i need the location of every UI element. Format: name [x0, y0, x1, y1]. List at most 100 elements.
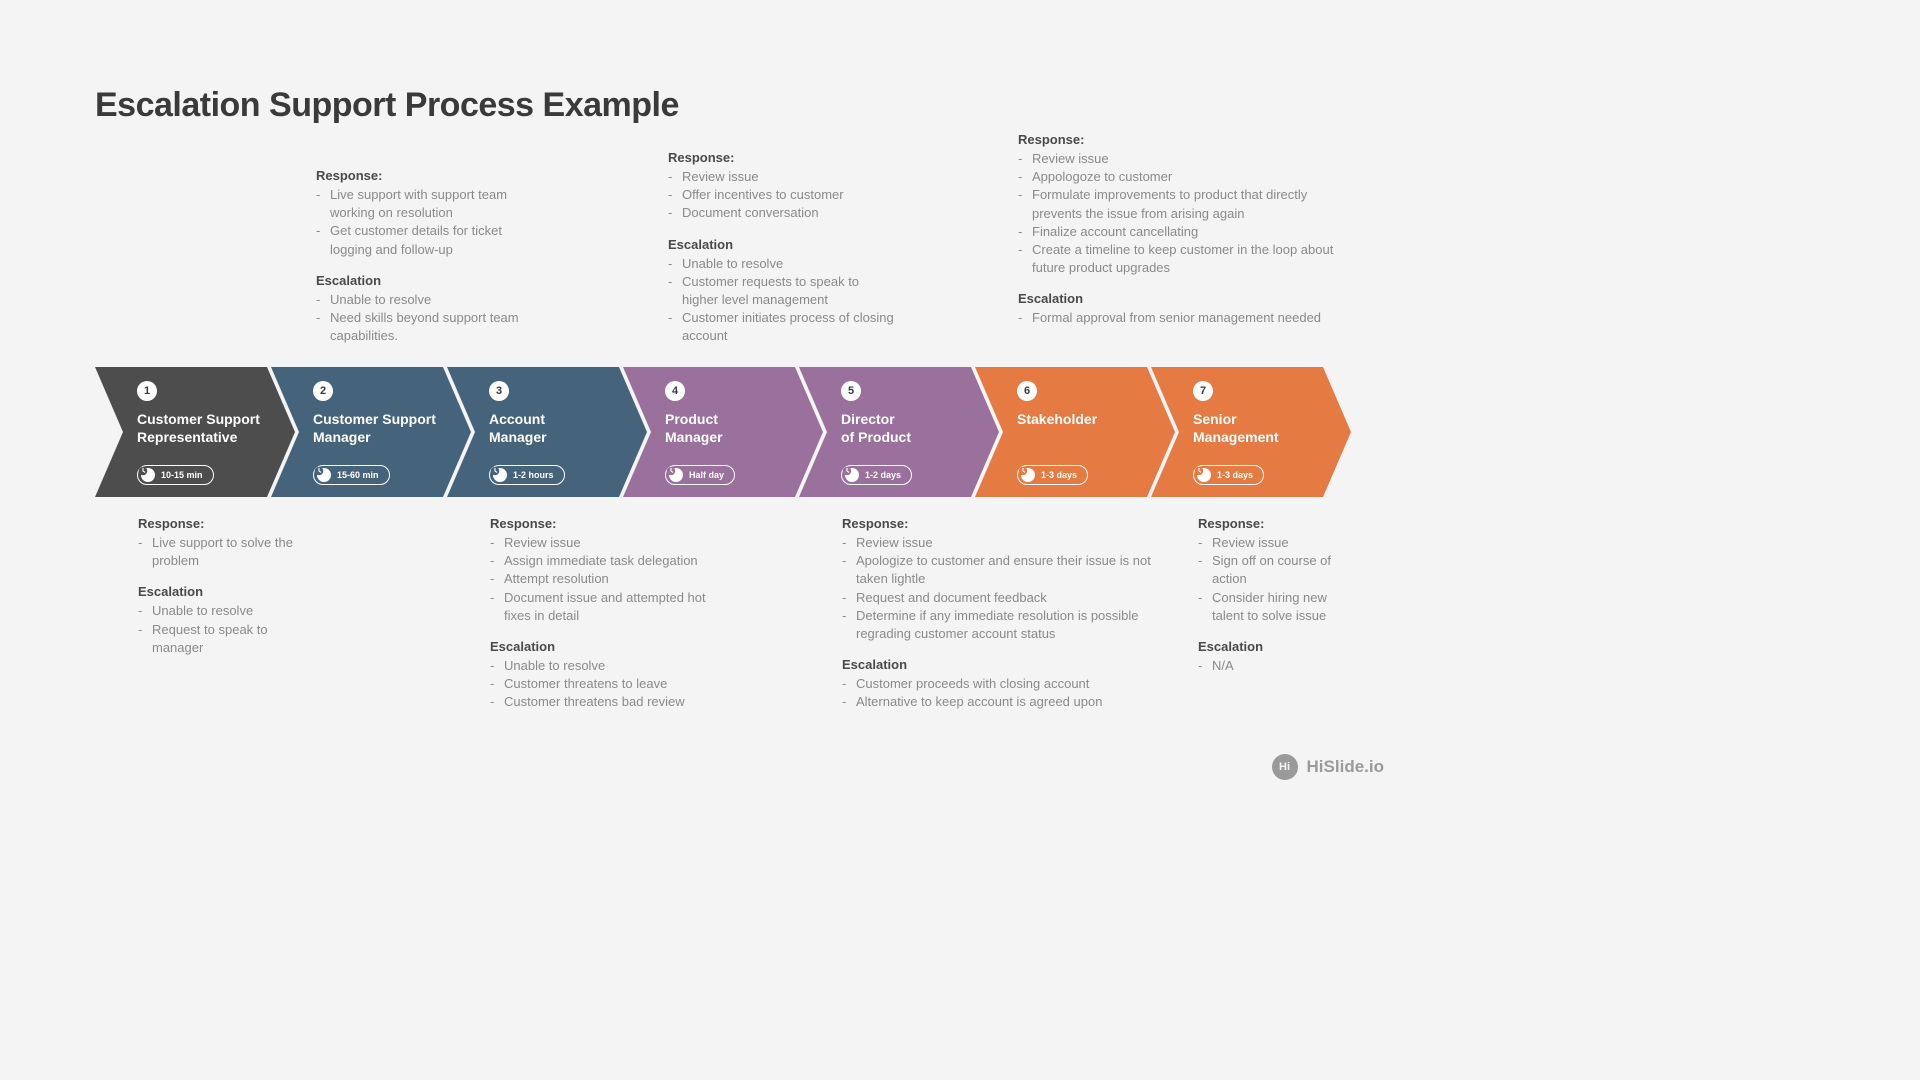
step-chevron-2: 2 Customer Support Manager 15-60 min: [271, 367, 471, 497]
step-chevron-7: 7 Senior Management 1-3 days: [1151, 367, 1351, 497]
time-pill: 1-2 days: [841, 465, 912, 485]
response-item: Sign off on course of action: [1198, 552, 1358, 588]
response-item: Attempt resolution: [490, 570, 720, 588]
time-label: 1-3 days: [1041, 470, 1077, 480]
escalation-item: Customer threatens to leave: [490, 675, 720, 693]
response-item: Live support with support team working o…: [316, 186, 546, 222]
attribution-badge: Hi: [1272, 754, 1298, 780]
clock-icon: [493, 468, 507, 482]
escalation-heading: Escalation: [842, 657, 1152, 672]
time-label: 1-2 days: [865, 470, 901, 480]
page-title: Escalation Support Process Example: [95, 86, 679, 125]
step-title: Account Manager: [489, 411, 639, 446]
time-pill: 15-60 min: [313, 465, 390, 485]
response-heading: Response:: [1018, 132, 1348, 147]
escalation-item: Customer proceeds with closing account: [842, 675, 1152, 693]
response-item: Review issue: [1198, 534, 1358, 552]
escalation-list: Customer proceeds with closing accountAl…: [842, 675, 1152, 711]
step-details-7: Response: Review issueSign off on course…: [1198, 516, 1358, 675]
step-chevron-5: 5 Director of Product 1-2 days: [799, 367, 999, 497]
response-item: Apologize to customer and ensure their i…: [842, 552, 1152, 588]
response-heading: Response:: [668, 150, 898, 165]
time-pill: 1-3 days: [1017, 465, 1088, 485]
attribution: Hi HiSlide.io: [1272, 754, 1384, 780]
response-item: Formulate improvements to product that d…: [1018, 186, 1348, 222]
response-item: Document conversation: [668, 204, 898, 222]
escalation-list: Unable to resolveNeed skills beyond supp…: [316, 291, 546, 346]
response-item: Offer incentives to customer: [668, 186, 898, 204]
escalation-heading: Escalation: [1198, 639, 1358, 654]
time-pill: Half day: [665, 465, 735, 485]
time-pill: 10-15 min: [137, 465, 214, 485]
escalation-heading: Escalation: [138, 584, 298, 599]
escalation-item: Unable to resolve: [668, 255, 898, 273]
clock-icon: [1021, 468, 1035, 482]
escalation-heading: Escalation: [668, 237, 898, 252]
response-item: Review issue: [842, 534, 1152, 552]
response-item: Assign immediate task delegation: [490, 552, 720, 570]
time-label: 1-2 hours: [513, 470, 554, 480]
response-item: Create a timeline to keep customer in th…: [1018, 241, 1348, 277]
response-item: Request and document feedback: [842, 589, 1152, 607]
attribution-text: HiSlide.io: [1307, 757, 1384, 777]
escalation-item: Customer requests to speak to higher lev…: [668, 273, 898, 309]
escalation-list: Unable to resolveCustomer requests to sp…: [668, 255, 898, 346]
response-item: Consider hiring new talent to solve issu…: [1198, 589, 1358, 625]
step-details-5: Response: Review issueApologize to custo…: [842, 516, 1152, 712]
escalation-item: N/A: [1198, 657, 1358, 675]
response-item: Review issue: [1018, 150, 1348, 168]
response-list: Review issueOffer incentives to customer…: [668, 168, 898, 223]
response-heading: Response:: [316, 168, 546, 183]
escalation-item: Alternative to keep account is agreed up…: [842, 693, 1152, 711]
response-list: Live support to solve the problem: [138, 534, 298, 570]
step-number-badge: 5: [841, 381, 861, 401]
escalation-item: Unable to resolve: [138, 602, 298, 620]
step-chevron-4: 4 Product Manager Half day: [623, 367, 823, 497]
escalation-heading: Escalation: [1018, 291, 1348, 306]
response-item: Document issue and attempted hot fixes i…: [490, 589, 720, 625]
escalation-item: Customer threatens bad review: [490, 693, 720, 711]
step-title: Director of Product: [841, 411, 991, 446]
escalation-list: Unable to resolveRequest to speak to man…: [138, 602, 298, 657]
response-list: Review issueSign off on course of action…: [1198, 534, 1358, 625]
response-item: Finalize account cancellating: [1018, 223, 1348, 241]
step-number-badge: 6: [1017, 381, 1037, 401]
response-list: Review issueAssign immediate task delega…: [490, 534, 720, 625]
step-title: Product Manager: [665, 411, 815, 446]
step-number-badge: 1: [137, 381, 157, 401]
escalation-heading: Escalation: [490, 639, 720, 654]
escalation-item: Request to speak to manager: [138, 621, 298, 657]
response-item: Determine if any immediate resolution is…: [842, 607, 1152, 643]
response-item: Appologoze to customer: [1018, 168, 1348, 186]
time-label: 10-15 min: [161, 470, 203, 480]
escalation-item: Unable to resolve: [316, 291, 546, 309]
step-number-badge: 4: [665, 381, 685, 401]
escalation-heading: Escalation: [316, 273, 546, 288]
escalation-item: Unable to resolve: [490, 657, 720, 675]
time-pill: 1-3 days: [1193, 465, 1264, 485]
escalation-item: Customer initiates process of closing ac…: [668, 309, 898, 345]
step-details-1: Response: Live support to solve the prob…: [138, 516, 298, 657]
response-list: Review issueApologize to customer and en…: [842, 534, 1152, 643]
clock-icon: [317, 468, 331, 482]
response-heading: Response:: [490, 516, 720, 531]
response-heading: Response:: [1198, 516, 1358, 531]
step-chevron-3: 3 Account Manager 1-2 hours: [447, 367, 647, 497]
step-chevron-6: 6 Stakeholder 1-3 days: [975, 367, 1175, 497]
escalation-item: Formal approval from senior management n…: [1018, 309, 1348, 327]
time-pill: 1-2 hours: [489, 465, 565, 485]
response-list: Review issueAppologoze to customerFormul…: [1018, 150, 1348, 277]
time-label: 1-3 days: [1217, 470, 1253, 480]
response-heading: Response:: [138, 516, 298, 531]
step-details-2: Response: Live support with support team…: [316, 168, 546, 345]
response-heading: Response:: [842, 516, 1152, 531]
escalation-list: N/A: [1198, 657, 1358, 675]
clock-icon: [1197, 468, 1211, 482]
step-number-badge: 2: [313, 381, 333, 401]
step-title: Stakeholder: [1017, 411, 1167, 429]
clock-icon: [669, 468, 683, 482]
step-title: Senior Management: [1193, 411, 1343, 446]
response-item: Live support to solve the problem: [138, 534, 298, 570]
step-details-6: Response: Review issueAppologoze to cust…: [1018, 132, 1348, 328]
clock-icon: [141, 468, 155, 482]
